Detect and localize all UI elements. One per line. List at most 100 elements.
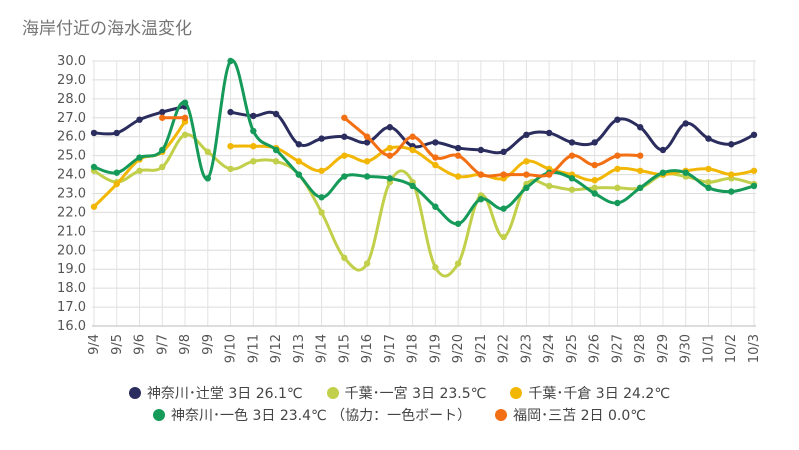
data-point-4 — [454, 152, 462, 159]
legend-row-2: 神奈川･一色 3日 23.4℃ （協力：一色ボート） 福岡･三苫 2日 0.0℃ — [0, 404, 799, 426]
y-tick-label: 28.0 — [57, 92, 86, 107]
data-point-0 — [341, 133, 348, 140]
data-point-1 — [204, 148, 211, 156]
data-point-3 — [363, 173, 371, 180]
data-point-3 — [500, 205, 507, 212]
legend-item-tsujido[interactable]: 神奈川･辻堂 3日 26.1℃ — [128, 383, 303, 403]
data-point-2 — [341, 152, 348, 159]
x-tick-label: 9/4 — [87, 334, 102, 355]
x-tick-label: 9/26 — [588, 334, 603, 363]
data-point-0 — [318, 135, 325, 142]
data-point-3 — [295, 171, 303, 178]
y-tick-label: 29.0 — [57, 73, 86, 88]
x-tick-label: 9/6 — [133, 334, 148, 355]
data-point-0 — [136, 116, 143, 123]
data-point-3 — [523, 184, 530, 192]
data-point-4 — [523, 171, 530, 178]
data-point-2 — [363, 158, 371, 165]
data-point-3 — [477, 195, 485, 203]
data-point-4 — [409, 133, 416, 140]
data-point-1 — [272, 158, 280, 165]
x-tick-label: 9/29 — [656, 334, 671, 363]
data-point-3 — [341, 173, 348, 180]
data-point-1 — [363, 260, 371, 267]
data-point-3 — [204, 175, 211, 182]
data-point-3 — [90, 163, 98, 171]
y-tick-label: 16.0 — [57, 319, 86, 334]
legend-row-1: 神奈川･辻堂 3日 26.1℃ 千葉･一宮 3日 23.5℃ 千葉･千倉 3日 … — [0, 382, 799, 404]
data-point-3 — [250, 127, 257, 135]
data-point-0 — [500, 148, 507, 156]
data-point-2 — [454, 173, 462, 180]
data-point-0 — [295, 141, 303, 148]
data-point-1 — [500, 233, 507, 241]
legend-label: 神奈川･辻堂 3日 26.1℃ — [146, 386, 303, 402]
data-point-3 — [159, 146, 166, 154]
y-tick-label: 21.0 — [57, 224, 86, 239]
x-tick-label: 9/30 — [679, 334, 694, 363]
y-tick-label: 17.0 — [57, 300, 86, 315]
data-point-1 — [227, 165, 234, 173]
legend: 神奈川･辻堂 3日 26.1℃ 千葉･一宮 3日 23.5℃ 千葉･千倉 3日 … — [0, 382, 799, 426]
data-point-1 — [341, 254, 348, 262]
data-point-3 — [637, 184, 644, 192]
x-tick-label: 9/9 — [201, 334, 216, 355]
data-point-0 — [705, 135, 712, 142]
data-point-0 — [250, 112, 257, 120]
data-point-0 — [113, 129, 120, 137]
legend-item-chikura[interactable]: 千葉･千倉 3日 24.2℃ — [510, 383, 670, 403]
data-point-4 — [614, 152, 621, 159]
x-tick-label: 9/28 — [633, 334, 648, 363]
data-point-0 — [659, 146, 667, 154]
y-tick-label: 22.0 — [57, 205, 86, 220]
data-point-0 — [750, 131, 758, 139]
data-point-0 — [682, 120, 689, 127]
data-point-4 — [386, 152, 394, 159]
legend-item-ichinomiya[interactable]: 千葉･一宮 3日 23.5℃ — [326, 383, 487, 403]
y-tick-label: 18.0 — [57, 281, 86, 296]
data-point-1 — [432, 264, 439, 271]
x-tick-label: 9/11 — [246, 334, 261, 363]
x-tick-label: 9/10 — [224, 334, 239, 363]
legend-marker-icon — [510, 387, 523, 399]
data-point-0 — [363, 139, 371, 146]
data-point-4 — [545, 171, 553, 178]
legend-item-mitoma[interactable]: 福岡･三苫 2日 0.0℃ — [495, 405, 646, 425]
x-tick-label: 9/15 — [337, 334, 352, 363]
data-point-4 — [568, 152, 576, 159]
data-point-4 — [341, 114, 348, 121]
data-point-1 — [159, 163, 166, 171]
data-point-0 — [614, 116, 621, 123]
data-point-3 — [568, 175, 576, 182]
data-point-0 — [454, 144, 462, 152]
data-point-3 — [750, 182, 758, 190]
data-point-3 — [659, 169, 667, 176]
data-point-2 — [637, 167, 644, 174]
legend-marker-icon — [495, 409, 508, 421]
data-point-4 — [363, 133, 371, 140]
data-point-3 — [705, 184, 712, 192]
data-point-1 — [136, 167, 143, 174]
legend-label: 千葉･一宮 3日 23.5℃ — [344, 386, 487, 402]
data-point-1 — [705, 178, 712, 186]
y-tick-label: 26.0 — [57, 130, 86, 145]
data-point-3 — [432, 203, 439, 210]
legend-item-isshiki[interactable]: 神奈川･一色 3日 23.4℃ （協力：一色ボート） — [153, 405, 471, 425]
data-point-0 — [728, 141, 735, 148]
data-point-0 — [477, 146, 485, 154]
data-point-4 — [591, 161, 598, 169]
data-point-3 — [614, 199, 621, 207]
data-point-4 — [477, 171, 485, 178]
y-tick-label: 23.0 — [57, 187, 86, 202]
line-chart: 16.0 17.0 18.0 19.0 20.0 21.0 22.0 23.0 24.0 25.0… — [57, 54, 762, 363]
data-point-0 — [591, 139, 598, 146]
legend-marker-icon — [326, 387, 339, 399]
data-point-2 — [614, 165, 621, 173]
data-point-0 — [545, 129, 553, 137]
data-point-1 — [591, 184, 598, 192]
data-point-2 — [250, 142, 257, 150]
series-line-3 — [92, 58, 756, 226]
data-point-4 — [432, 154, 439, 161]
legend-marker-icon — [153, 409, 166, 421]
data-point-0 — [227, 108, 234, 116]
